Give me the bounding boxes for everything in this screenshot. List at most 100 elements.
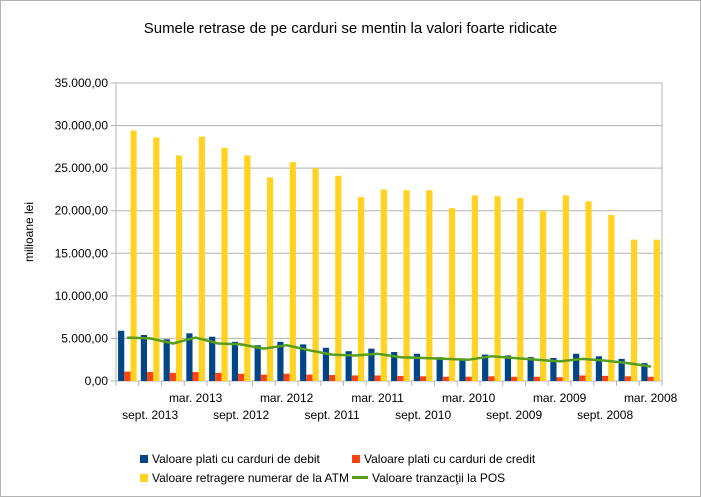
bar	[413, 353, 421, 381]
line-point	[126, 336, 129, 339]
bar	[465, 376, 472, 381]
legend-label-atm: Valoare retragere numerar de la ATM	[152, 471, 349, 485]
bar	[403, 190, 410, 381]
bar	[504, 355, 512, 381]
bar	[345, 351, 352, 381]
x-tick-label: mar. 2008	[624, 391, 678, 405]
bar	[488, 376, 495, 381]
bar	[192, 372, 199, 381]
bar	[163, 339, 170, 381]
bar	[573, 353, 580, 381]
bar	[562, 195, 569, 381]
bar	[436, 357, 443, 381]
bar	[306, 374, 313, 381]
bar	[647, 376, 654, 381]
bar	[118, 330, 125, 381]
y-axis-title: milioane lei	[22, 202, 36, 262]
bar	[511, 376, 518, 381]
bar	[527, 357, 534, 381]
line-point	[604, 359, 606, 362]
y-tick-label: 15.000,00	[55, 246, 109, 260]
bar	[391, 352, 398, 381]
line-point	[490, 355, 493, 358]
bar	[260, 374, 267, 381]
bar	[335, 175, 342, 381]
bar	[238, 373, 245, 381]
y-tick-label: 25.000,00	[55, 161, 109, 175]
bar	[517, 197, 524, 381]
legend-item-debit: Valoare plati cu carduri de debit	[140, 452, 320, 466]
bar	[244, 155, 251, 381]
bar	[397, 375, 404, 381]
y-tick-label: 30.000,00	[55, 119, 109, 133]
legend-label-credit: Valoare plati cu carduri de credit	[364, 452, 536, 466]
bar	[169, 372, 176, 381]
bar	[357, 197, 365, 381]
line-point	[217, 342, 220, 345]
x-tick-label: mar. 2011	[351, 391, 404, 405]
bar	[322, 347, 330, 381]
bar	[426, 190, 433, 381]
x-tick-label: sept. 2008	[577, 408, 633, 422]
bar	[209, 336, 216, 381]
x-tick-label: sept. 2012	[213, 408, 269, 422]
line-point	[263, 347, 265, 350]
bar	[266, 177, 274, 381]
bar	[368, 348, 375, 381]
plot-area	[116, 83, 662, 381]
series-line	[127, 336, 651, 368]
line-point	[308, 349, 311, 352]
bar	[147, 372, 154, 381]
bar	[471, 195, 478, 381]
y-tick-label: 35.000,00	[55, 76, 109, 90]
y-tick-label: 0,00	[85, 374, 109, 388]
bar	[374, 375, 381, 381]
bar	[254, 345, 261, 381]
line-point	[467, 358, 470, 361]
line-point	[172, 342, 174, 345]
line-point	[240, 343, 242, 346]
bar	[459, 358, 466, 381]
line-point	[354, 354, 356, 357]
legend-swatch-credit	[352, 454, 360, 463]
bar	[608, 214, 615, 381]
bar	[289, 162, 296, 381]
bar	[140, 335, 148, 381]
bar	[186, 333, 193, 381]
bar	[641, 363, 648, 381]
chart-title: Sumele retrase de pe carduri se mentin l…	[143, 20, 558, 37]
line-point	[513, 357, 515, 359]
bar	[221, 147, 228, 381]
bar	[653, 239, 660, 381]
legend-swatch-debit	[140, 454, 148, 463]
bar	[380, 189, 387, 381]
line-point	[558, 360, 561, 363]
line-point	[422, 357, 424, 359]
line-point	[376, 352, 379, 355]
x-tick-label: sept. 2013	[122, 408, 178, 422]
legend-item-pos: Valoare tranzacţii la POS	[352, 471, 505, 485]
bar	[550, 358, 557, 381]
legend-swatch-pos	[352, 476, 368, 480]
line-point	[581, 358, 584, 360]
legend-item-atm: Valoare retragere numerar de la ATM	[140, 471, 349, 485]
bar	[215, 372, 222, 381]
line-point	[331, 353, 333, 356]
bar	[420, 376, 427, 381]
bar	[585, 201, 592, 381]
bar	[198, 136, 205, 381]
bar	[329, 375, 336, 381]
bar	[618, 358, 625, 381]
x-tick-label: sept. 2009	[486, 408, 542, 422]
line-point	[445, 358, 447, 360]
bar	[624, 376, 631, 381]
line-point	[194, 336, 197, 339]
line-point	[399, 356, 402, 358]
bar	[442, 376, 449, 381]
bar	[277, 341, 284, 381]
bar	[602, 375, 609, 381]
x-tick-label: mar. 2010	[442, 391, 496, 405]
bar	[300, 344, 307, 381]
line-point	[149, 337, 151, 340]
